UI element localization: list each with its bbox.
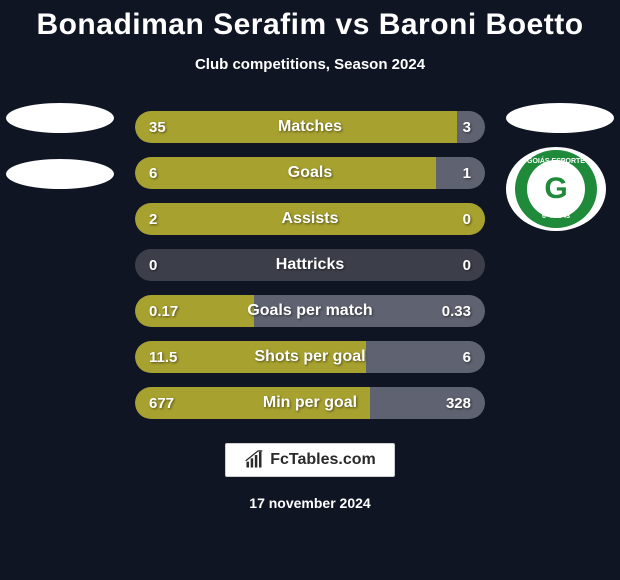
chart-icon xyxy=(244,450,264,470)
page-subtitle: Club competitions, Season 2024 xyxy=(0,56,620,73)
right-team-badges: GOIÁS ESPORTE G 6-4-1943 xyxy=(506,103,614,231)
brand-badge: FcTables.com xyxy=(225,443,395,477)
stat-left-value: 0.17 xyxy=(149,303,178,320)
stat-right-value: 328 xyxy=(446,395,471,412)
stat-left-value: 0 xyxy=(149,257,157,274)
team-badge-placeholder xyxy=(6,159,114,189)
stat-row: 11.5 6 Shots per goal xyxy=(135,341,485,373)
stat-right-value: 3 xyxy=(463,119,471,136)
page-title: Bonadiman Serafim vs Baroni Boetto xyxy=(0,8,620,42)
stat-label: Goals per match xyxy=(247,302,372,320)
team-badge-placeholder xyxy=(506,103,614,133)
stat-label: Matches xyxy=(278,118,342,136)
header: Bonadiman Serafim vs Baroni Boetto Club … xyxy=(0,0,620,73)
stat-label: Assists xyxy=(282,210,339,228)
stat-row: 6 1 Goals xyxy=(135,157,485,189)
stat-row: 2 0 Assists xyxy=(135,203,485,235)
left-team-badges xyxy=(6,103,114,189)
stat-label: Hattricks xyxy=(276,256,344,274)
stat-right-value: 1 xyxy=(463,165,471,182)
stat-left-value: 677 xyxy=(149,395,174,412)
stat-right-value: 0 xyxy=(463,211,471,228)
stat-row: 35 3 Matches xyxy=(135,111,485,143)
stat-left-value: 11.5 xyxy=(149,349,177,366)
stat-label: Goals xyxy=(288,164,332,182)
stat-left-fill xyxy=(135,157,436,189)
stat-right-value: 6 xyxy=(463,349,471,366)
brand-text: FcTables.com xyxy=(270,451,376,469)
stat-label: Min per goal xyxy=(263,394,357,412)
stat-right-value: 0.33 xyxy=(442,303,471,320)
stat-label: Shots per goal xyxy=(254,348,365,366)
stat-row: 0 0 Hattricks xyxy=(135,249,485,281)
badge-ring-text-top: GOIÁS ESPORTE xyxy=(527,158,585,165)
footer: FcTables.com 17 november 2024 xyxy=(0,443,620,511)
stat-row: 0.17 0.33 Goals per match xyxy=(135,295,485,327)
stat-right-fill xyxy=(436,157,485,189)
comparison-main: GOIÁS ESPORTE G 6-4-1943 35 3 Matches 6 1 Goa… xyxy=(0,111,620,419)
footer-date: 17 november 2024 xyxy=(0,495,620,511)
badge-letter: G xyxy=(544,174,567,204)
badge-ring-text-bottom: 6-4-1943 xyxy=(542,213,570,220)
team-badge-goias-center: G xyxy=(527,160,585,218)
team-badge-goias-ring: GOIÁS ESPORTE G 6-4-1943 xyxy=(515,150,597,228)
stat-row: 677 328 Min per goal xyxy=(135,387,485,419)
stat-left-value: 2 xyxy=(149,211,157,228)
team-badge-placeholder xyxy=(6,103,114,133)
stats-bars: 35 3 Matches 6 1 Goals 2 0 Assists 0 0 Hattricks 0.1… xyxy=(135,111,485,419)
team-badge-goias: GOIÁS ESPORTE G 6-4-1943 xyxy=(506,147,606,231)
stat-right-fill xyxy=(457,111,485,143)
stat-left-value: 6 xyxy=(149,165,157,182)
stat-right-value: 0 xyxy=(463,257,471,274)
stat-left-value: 35 xyxy=(149,119,166,136)
